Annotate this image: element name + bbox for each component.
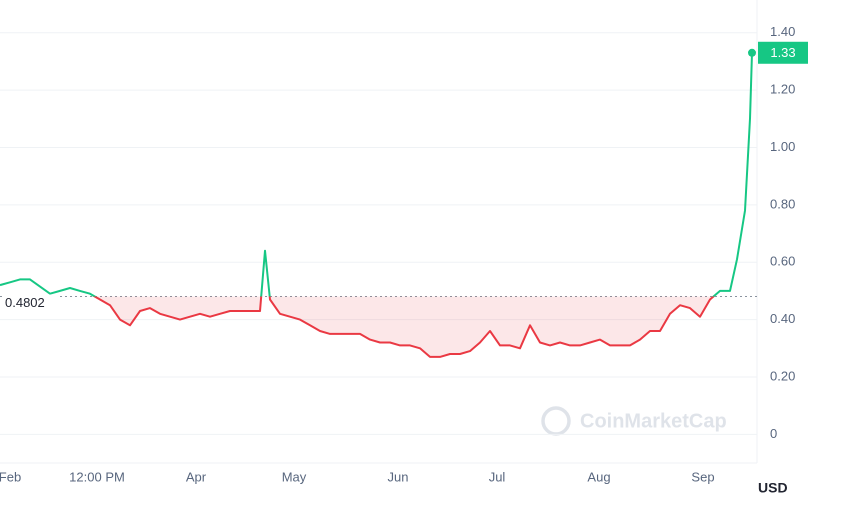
baseline-label-bg (2, 294, 58, 313)
last-point (748, 48, 756, 57)
y-tick-label: 1.20 (770, 82, 795, 97)
x-tick-label: Jul (489, 469, 506, 484)
y-tick-label: 0.60 (770, 254, 795, 269)
x-tick-label: May (282, 469, 307, 484)
x-tick-label: 12:00 PM (69, 469, 125, 484)
x-tick-label: Aug (587, 469, 610, 484)
y-tick-label: 1.00 (770, 139, 795, 154)
watermark-text: CoinMarketCap (580, 410, 727, 432)
y-tick-label: 1.40 (770, 24, 795, 39)
y-tick-label: 0.20 (770, 368, 795, 383)
x-tick-label: Sep (691, 469, 714, 484)
watermark: CoinMarketCap (541, 406, 727, 436)
price-tag-label: 1.33 (770, 45, 795, 60)
x-tick-label: Jun (388, 469, 409, 484)
y-tick-label: 0.40 (770, 311, 795, 326)
price-line (0, 52, 753, 358)
x-tick-label: Apr (186, 469, 207, 484)
baseline-label: 0.4802 (5, 295, 45, 310)
y-axis-label: USD (758, 480, 788, 496)
price-tag (758, 41, 808, 64)
y-tick-label: 0 (770, 426, 777, 441)
x-tick-label: Feb (0, 469, 21, 484)
y-tick-label: 0.80 (770, 196, 795, 211)
logo (541, 406, 571, 436)
